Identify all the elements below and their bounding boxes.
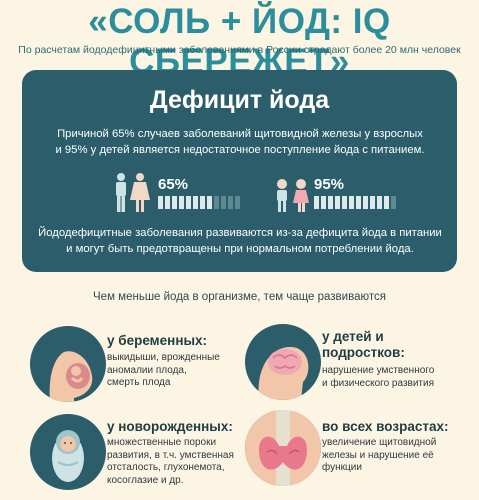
- progress-segment: [342, 196, 347, 209]
- newborns-text-line: множественные пороки: [107, 437, 217, 448]
- all-ages-text-line: увеличение щитовидной: [322, 437, 437, 448]
- progress-segment: [165, 196, 170, 209]
- progress-segment: [321, 196, 326, 209]
- deficit-description: Причиной 65% случаев заболеваний щитовид…: [40, 126, 440, 158]
- progress-segment: [200, 196, 205, 209]
- newborns-text: множественные пороки развития, в т.ч. ум…: [107, 437, 234, 487]
- progress-segment: [314, 196, 319, 209]
- newborns-title: у новорожденных:: [107, 419, 233, 434]
- page-subtitle: По расчетам йододефицитными заболеваниям…: [18, 44, 461, 56]
- pregnant-text-line: аномалии плода,: [107, 364, 187, 376]
- newborns-text-line: отсталость, глухонемота,: [107, 462, 225, 473]
- pregnant-title: у беременных:: [107, 333, 208, 348]
- children-progress-bar: [314, 196, 396, 209]
- deficit-line-2: и 95% у детей является недостаточное пос…: [55, 144, 425, 156]
- progress-segment: [158, 196, 163, 209]
- progress-segment: [172, 196, 177, 209]
- children-percent: 95%: [314, 176, 345, 193]
- page-title: «СОЛЬ + ЙОД: IQ СБЕРЕЖЕТ»: [88, 2, 391, 81]
- deficit-panel: [22, 70, 457, 272]
- progress-segment: [179, 196, 184, 209]
- children-text-line: нарушение умственного: [322, 365, 435, 376]
- deficit-line-1: Причиной 65% случаев заболеваний щитовид…: [57, 128, 423, 140]
- children-title-line: у детей и: [322, 329, 384, 344]
- deficit-conclusion: Йододефицитные заболевания развиваются и…: [30, 225, 450, 257]
- progress-segment: [228, 196, 233, 209]
- deficit-title: Дефицит йода: [149, 86, 330, 114]
- adults-percent: 65%: [158, 176, 189, 193]
- conclusion-line-2: и могут быть предотвращены при нормально…: [66, 243, 414, 255]
- adults-icon: [116, 173, 150, 212]
- pregnant-text-line: выкидыши, врожденные: [107, 352, 220, 363]
- children-title: у детей и подростков:: [322, 329, 405, 361]
- progress-segment: [384, 196, 389, 209]
- children-title-line: подростков:: [322, 345, 405, 360]
- all-ages-text: увеличение щитовидной железы и нарушение…: [322, 437, 436, 475]
- pregnant-icon: [30, 326, 106, 402]
- progress-segment: [370, 196, 375, 209]
- progress-segment: [356, 196, 361, 209]
- all-ages-text-line: железы и нарушение её: [322, 449, 434, 461]
- thyroid-icon: [245, 410, 321, 486]
- progress-segment: [349, 196, 354, 209]
- progress-segment: [193, 196, 198, 209]
- progress-segment: [377, 196, 382, 209]
- progress-segment: [391, 196, 396, 209]
- children-icon: [277, 179, 309, 212]
- progress-segment: [328, 196, 333, 209]
- children-text: нарушение умственного и физического разв…: [322, 365, 434, 390]
- progress-segment: [207, 196, 212, 209]
- progress-segment: [221, 196, 226, 209]
- progress-segment: [214, 196, 219, 209]
- children-text-line: и физического развития: [322, 377, 435, 389]
- child-head-icon: [245, 324, 321, 400]
- all-ages-text-line: функции: [322, 462, 362, 473]
- all-ages-title: во всех возрастах:: [322, 419, 449, 434]
- conclusion-line-1: Йододефицитные заболевания развиваются и…: [38, 227, 442, 239]
- progress-segment: [235, 196, 240, 209]
- pregnant-text-line: смерть плода: [107, 377, 171, 388]
- newborns-text-line: развития, в т.ч. умственная: [107, 449, 234, 461]
- adults-progress-bar: [158, 196, 240, 209]
- progress-segment: [335, 196, 340, 209]
- progress-segment: [363, 196, 368, 209]
- newborns-text-line: косоглазие и др.: [107, 474, 184, 486]
- progress-segment: [186, 196, 191, 209]
- newborn-icon: [30, 414, 106, 490]
- pregnant-text: выкидыши, врожденные аномалии плода, сме…: [107, 352, 220, 390]
- risk-heading: Чем меньше йода в организме, тем чаще ра…: [93, 291, 386, 303]
